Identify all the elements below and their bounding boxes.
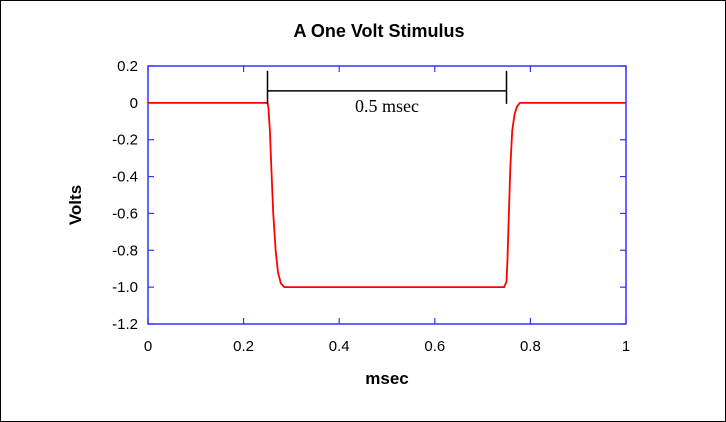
y-tick-label: -0.6 [112,205,138,222]
x-tick-label: 0.6 [424,338,445,355]
y-tick-label: 0.2 [117,58,138,75]
axis-ticks [147,65,627,325]
y-tick-label: -0.2 [112,132,138,149]
chart-title: A One Volt Stimulus [293,21,464,41]
y-tick-label: -1.2 [112,316,138,333]
x-tick-label: 0.4 [329,338,350,355]
x-tick-label: 1 [622,338,630,355]
y-tick-labels: 0.2 0 -0.2 -0.4 -0.6 -0.8 -1.0 -1.2 [112,58,138,333]
x-tick-label: 0 [144,338,152,355]
duration-bracket: 0.5 msec [266,70,508,116]
y-tick-label: -1.0 [112,279,138,296]
series-line [148,101,626,289]
plot-frame [147,65,627,325]
x-tick-label: 0.2 [233,338,254,355]
bracket-label: 0.5 msec [355,96,419,116]
y-tick-label: -0.8 [112,242,138,259]
x-axis-label: msec [365,369,408,388]
y-tick-label: -0.4 [112,169,138,186]
y-tick-label: 0 [130,95,138,112]
x-tick-labels: 0 0.2 0.4 0.6 0.8 1 [144,338,630,355]
x-tick-label: 0.8 [520,338,541,355]
y-axis-label: Volts [66,185,85,225]
